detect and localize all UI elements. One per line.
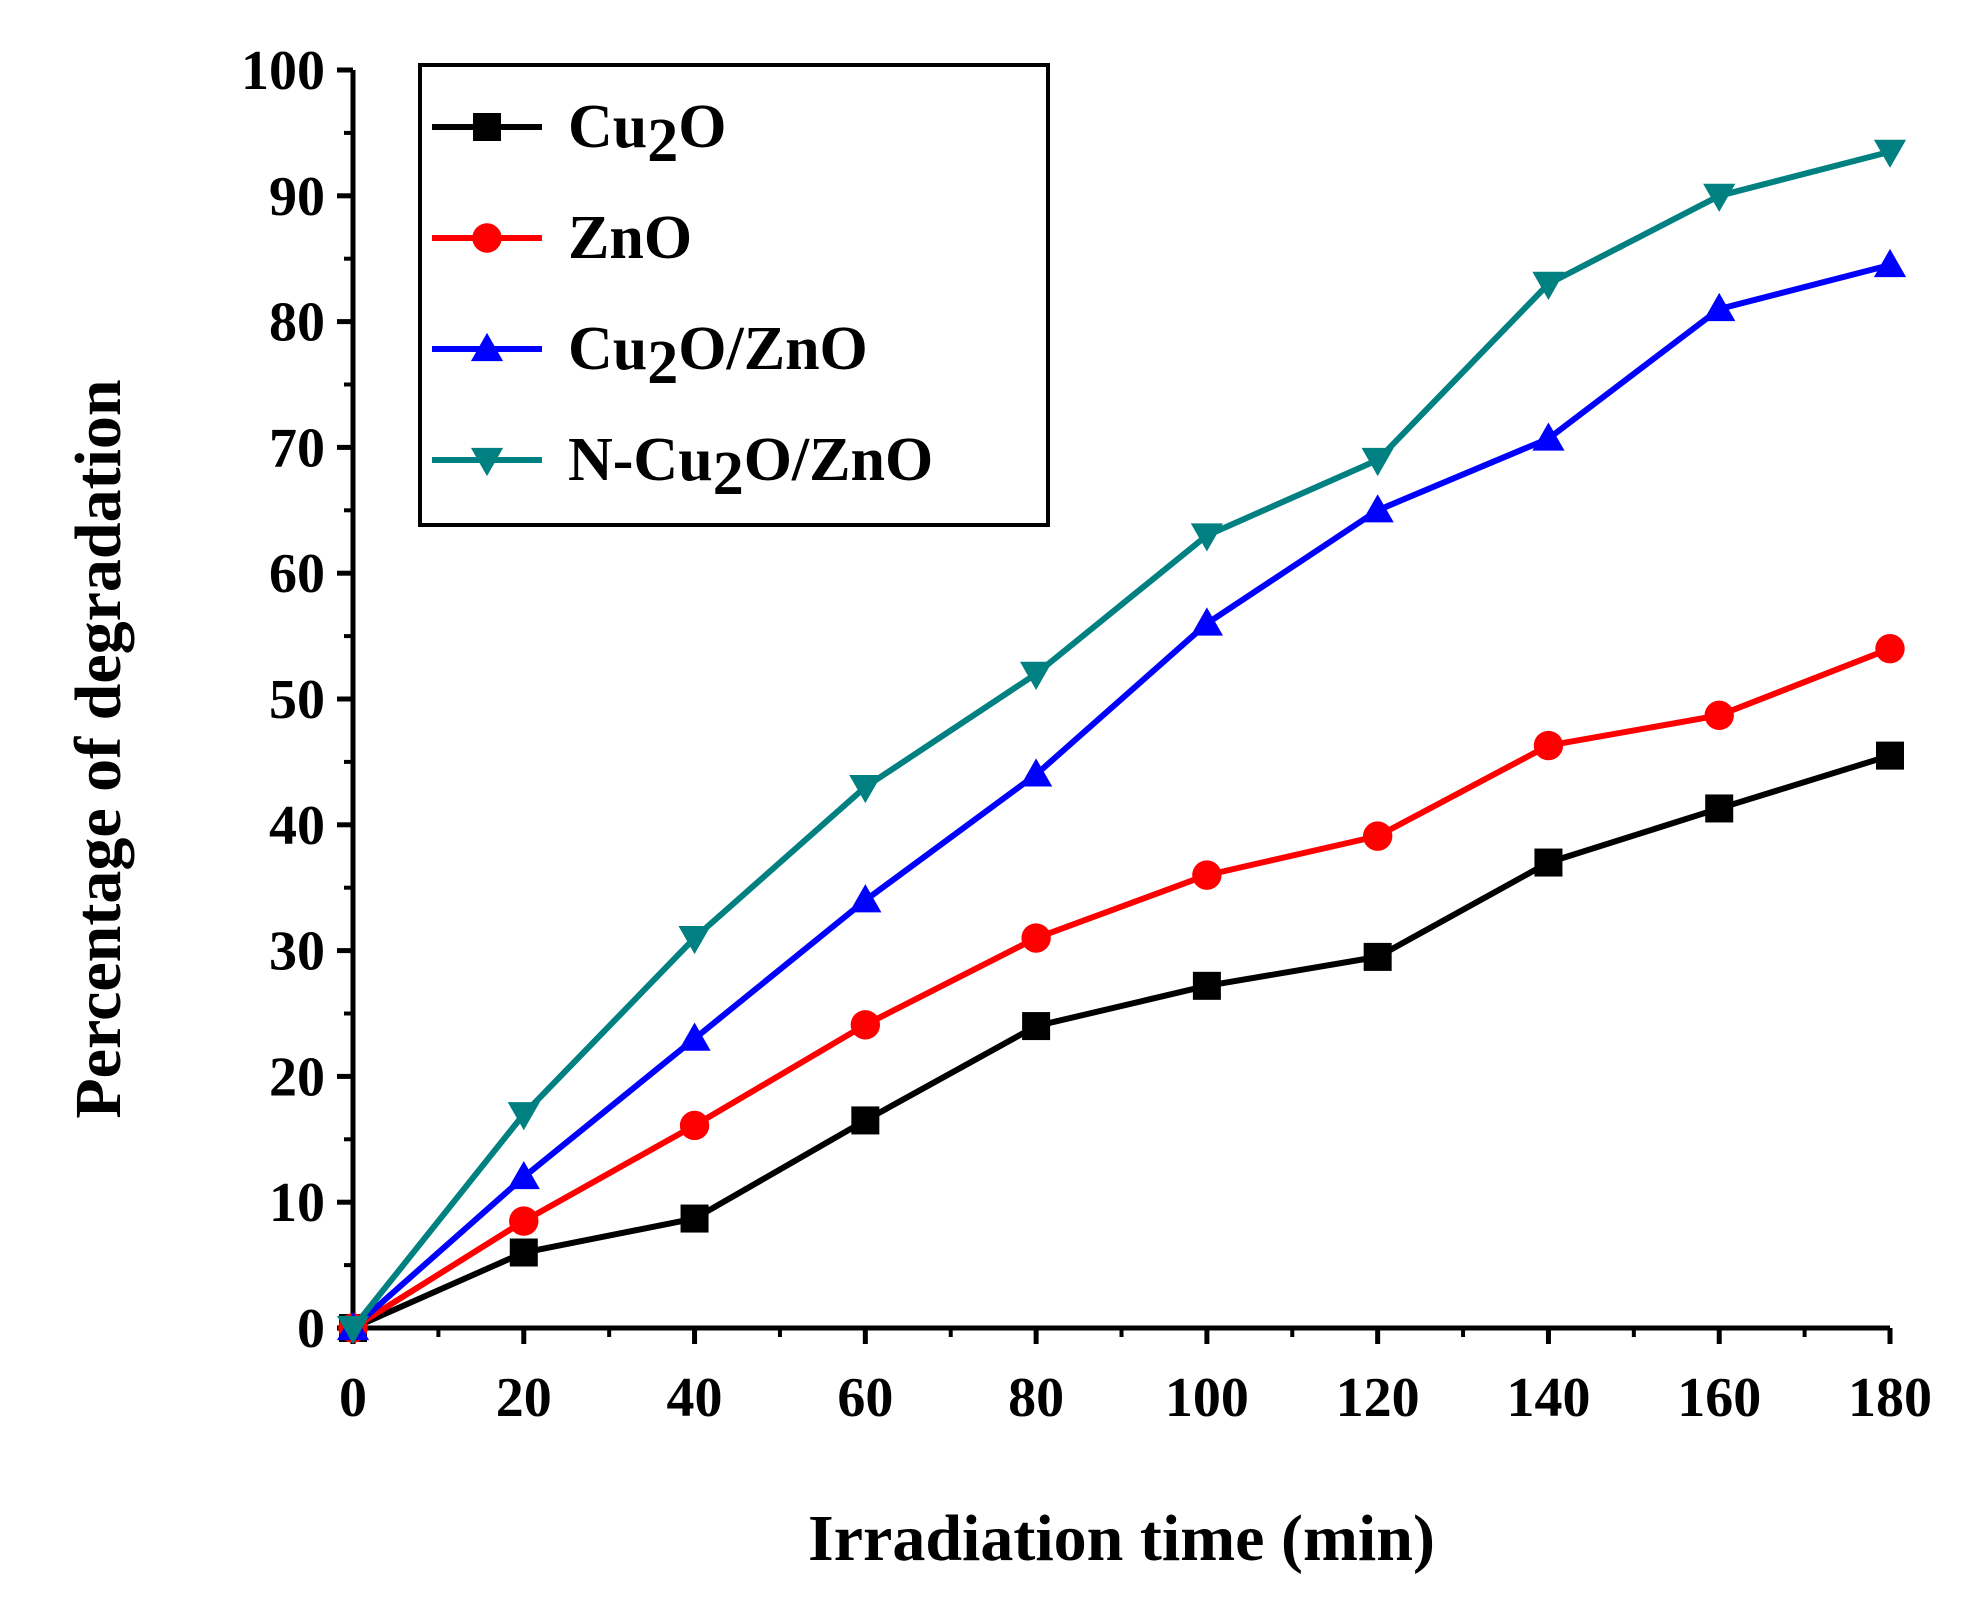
- legend-label: Cu2O/ZnO: [568, 315, 868, 397]
- data-point: [1192, 971, 1221, 1000]
- series-cu2o-zno: [336, 248, 1907, 1341]
- legend-box: [418, 63, 1050, 527]
- x-tick-label: 120: [1336, 1367, 1420, 1429]
- y-tick-label: 50: [269, 669, 325, 731]
- data-point: [1361, 494, 1394, 523]
- x-axis-title: Irradiation time (min): [808, 1502, 1435, 1575]
- x-tick-label: 80: [1008, 1367, 1064, 1429]
- x-tick-label: 140: [1506, 1367, 1590, 1429]
- x-tick-label: 60: [837, 1367, 893, 1429]
- data-point: [1532, 271, 1565, 300]
- data-point: [678, 925, 711, 955]
- data-point: [509, 1238, 538, 1267]
- data-point: [1363, 942, 1392, 971]
- data-point: [1021, 923, 1051, 953]
- data-point: [1190, 607, 1223, 636]
- data-point: [1704, 700, 1734, 731]
- data-point: [849, 774, 882, 804]
- legend-item: Cu2O/ZnO: [432, 315, 868, 397]
- series-cu2o: [339, 741, 1904, 1342]
- data-point: [1705, 794, 1734, 823]
- data-point: [1875, 633, 1905, 664]
- data-point: [1534, 848, 1563, 877]
- data-point: [1190, 523, 1223, 552]
- y-tick-label: 40: [269, 795, 325, 857]
- data-point: [1020, 661, 1053, 690]
- data-point: [507, 1102, 540, 1131]
- x-tick-label: 160: [1677, 1367, 1761, 1429]
- data-point: [850, 1010, 881, 1040]
- data-point: [1873, 139, 1907, 168]
- y-axis-title: Percentage of degradation: [62, 379, 135, 1118]
- data-point: [849, 884, 882, 913]
- axes: 0 10 20 30 40 50 60 70 80 90 100 0 20 40 60 80 100 120 140…: [241, 40, 1932, 1429]
- series-line: [350, 148, 1891, 1330]
- data-point: [851, 1106, 880, 1135]
- data-point: [336, 1315, 370, 1345]
- data-point: [1361, 447, 1394, 477]
- data-point: [678, 1022, 711, 1051]
- data-point: [1362, 821, 1393, 851]
- series-n-cu2o-zno: [336, 139, 1907, 1345]
- legend-item: Cu2O: [432, 93, 727, 175]
- series-zno: [338, 633, 1905, 1343]
- legend-label: ZnO: [568, 204, 692, 272]
- y-tick-label: 20: [269, 1046, 325, 1108]
- x-tick-label: 40: [667, 1367, 723, 1429]
- data-point: [679, 1110, 710, 1141]
- x-tick-label: 180: [1848, 1367, 1932, 1429]
- data-point: [1022, 1012, 1051, 1041]
- series-layer: [336, 139, 1907, 1345]
- legend-item: N-Cu2O/ZnO: [432, 426, 933, 508]
- y-tick-label: 90: [269, 166, 325, 228]
- data-point: [472, 223, 502, 253]
- data-point: [1192, 860, 1222, 890]
- y-tick-label: 0: [297, 1298, 325, 1360]
- series-line: [351, 752, 1891, 1331]
- data-point: [1873, 248, 1907, 278]
- legend-label: N-Cu2O/ZnO: [568, 426, 933, 508]
- legend: Cu2O ZnO Cu2O/ZnO N-Cu2O/ZnO: [418, 63, 1050, 527]
- data-point: [1532, 422, 1565, 451]
- x-tick-label: 100: [1165, 1367, 1249, 1429]
- y-tick-label: 30: [269, 921, 325, 983]
- y-tick-label: 70: [269, 417, 325, 479]
- x-tick-label: 0: [339, 1367, 367, 1429]
- data-point: [1703, 292, 1736, 322]
- y-tick-label: 80: [269, 292, 325, 354]
- data-point: [1020, 758, 1053, 787]
- data-point: [1876, 741, 1904, 770]
- data-point: [470, 332, 504, 362]
- series-line: [351, 262, 1891, 1331]
- y-tick-label: 60: [269, 543, 325, 605]
- legend-item: ZnO: [432, 204, 692, 272]
- legend-label: Cu2O: [568, 93, 727, 175]
- y-tick-label: 10: [269, 1172, 325, 1234]
- data-point: [473, 113, 501, 141]
- data-point: [507, 1160, 540, 1190]
- x-tick-label: 20: [496, 1367, 552, 1429]
- y-tick-label: 100: [241, 40, 325, 102]
- data-point: [509, 1206, 539, 1236]
- data-point: [470, 447, 504, 477]
- data-point: [680, 1204, 709, 1233]
- series-line: [351, 645, 1892, 1331]
- data-point: [1533, 730, 1564, 761]
- data-point: [1703, 183, 1736, 212]
